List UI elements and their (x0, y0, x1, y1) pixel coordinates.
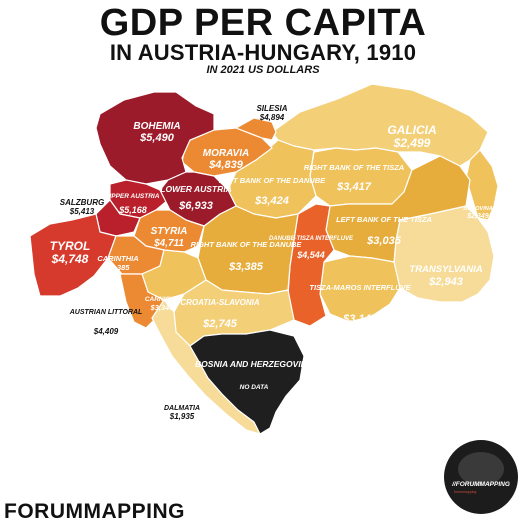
region-bohemia (95, 91, 215, 185)
label-moravia-value: $4,839 (208, 159, 244, 171)
footer-brand: FORUMMAPPING (4, 500, 185, 523)
region-bosnia-herzegovina (189, 329, 305, 435)
label-littoral-name: AUSTRIAN LITTORAL (69, 309, 143, 316)
label-bosnia-value: NO DATA (240, 384, 269, 391)
label-right-bank-tisza-name: RIGHT BANK OF THE TISZA (304, 163, 404, 172)
label-tyrol-value: $4,748 (51, 252, 89, 266)
label-right-bank-tisza-value: $3,417 (336, 181, 372, 193)
label-danube-tisza-value: $4,544 (296, 250, 325, 260)
label-silesia-value: $4,894 (259, 113, 285, 122)
label-silesia-name: SILESIA (256, 104, 287, 113)
label-styria-value: $4,711 (153, 238, 184, 249)
label-tisza-maros-value: $3,147 (342, 313, 378, 325)
label-galicia-name: GALICIA (387, 123, 436, 137)
label-littoral-name-line: AUSTRIAN LITTORAL (69, 309, 143, 316)
label-bukovina-name: BUKOVINA (463, 206, 492, 212)
region-silesia (235, 117, 277, 141)
label-salzburg-value: $5,413 (69, 207, 95, 216)
globe-icon (458, 452, 504, 486)
label-carinthia-name: CARINTHIA (97, 254, 138, 263)
label-dalmatia-value: $1,935 (169, 412, 195, 421)
label-croatia-slavonia-name: CROATIA-SLAVONIA (180, 298, 259, 307)
label-styria-name: STYRIA (151, 226, 188, 237)
label-left-bank-tisza-value: $3,035 (366, 235, 402, 247)
label-right-bank-danube-value: $3,385 (228, 261, 264, 273)
label-bohemia-name: BOHEMIA (133, 121, 180, 132)
label-carinthia-value: $4,385 (106, 263, 131, 272)
label-bohemia-value: $5,490 (139, 132, 175, 144)
label-lower-austria-value: $6,933 (178, 200, 213, 212)
label-bosnia-name: BOSNIA AND HERZEGOVINA (195, 359, 313, 369)
label-bukovina-value: $2,349 (466, 213, 489, 220)
label-upper-austria-name: UPPER AUSTRIA (107, 193, 160, 200)
label-left-bank-tisza-name: LEFT BANK OF THE TISZA (336, 215, 432, 224)
region-moravia (181, 127, 273, 177)
logo-text: //FORUMMAPPING (452, 481, 510, 488)
region-lower-austria (159, 171, 237, 227)
label-tyrol-name: TYROL (50, 239, 91, 253)
label-lower-austria-name: LOWER AUSTRIA (160, 184, 231, 194)
label-danube-tisza-name: DANUBE-TISZA INTERFLUVE (269, 236, 354, 242)
label-croatia-slavonia-value: $2,745 (202, 318, 238, 330)
label-salzburg-name: SALZBURG (60, 198, 104, 207)
label-left-bank-danube-value: $3,424 (254, 195, 289, 207)
logo-subtext: forummapping (454, 490, 477, 494)
map-subtitle: IN AUSTRIA-HUNGARY, 1910 (109, 40, 417, 65)
label-tisza-maros-name: TISZA-MAROS INTERFLUVE (309, 283, 411, 292)
label-transylvania-value: $2,943 (428, 276, 463, 288)
label-moravia-name: MORAVIA (203, 148, 249, 159)
label-transylvania-name: TRANSYLVANIA (409, 264, 482, 275)
forummapping-logo: //FORUMMAPPING forummapping (444, 440, 518, 514)
label-galicia-value: $2,499 (393, 136, 431, 150)
map-unit-note: IN 2021 US DOLLARS (206, 64, 320, 76)
label-littoral-value: $4,409 (93, 327, 119, 336)
label-carniola-name: CARNIOLA (145, 296, 180, 303)
label-right-bank-danube-name: RIGHT BANK OF THE DANUBE (191, 240, 303, 249)
label-carniola-value: $3,345 (150, 303, 175, 312)
label-upper-austria-value: $5,168 (118, 205, 147, 215)
label-left-bank-danube-name: LEFT BANK OF THE DANUBE (219, 176, 326, 185)
region-tisza-maros (319, 255, 401, 323)
label-dalmatia-name: DALMATIA (164, 405, 200, 412)
region-right-bank-tisza (309, 147, 413, 207)
map-title: GDP PER CAPITA (99, 2, 427, 44)
